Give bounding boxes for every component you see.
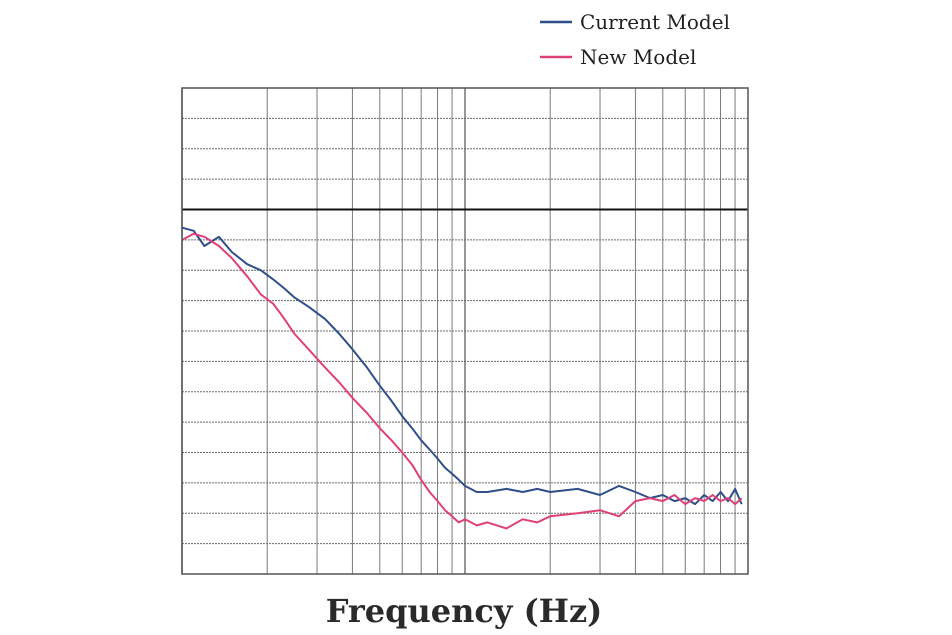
legend-label-new-model: New Model xyxy=(580,45,696,69)
series-line-new-model xyxy=(181,232,743,530)
series-lines xyxy=(181,226,743,530)
legend-label-current-model: Current Model xyxy=(580,10,730,34)
series-line-current-model xyxy=(181,226,743,506)
x-axis-label: Frequency (Hz) xyxy=(326,592,603,630)
legend: Current Model New Model xyxy=(540,10,730,69)
plot-frame xyxy=(181,87,749,575)
